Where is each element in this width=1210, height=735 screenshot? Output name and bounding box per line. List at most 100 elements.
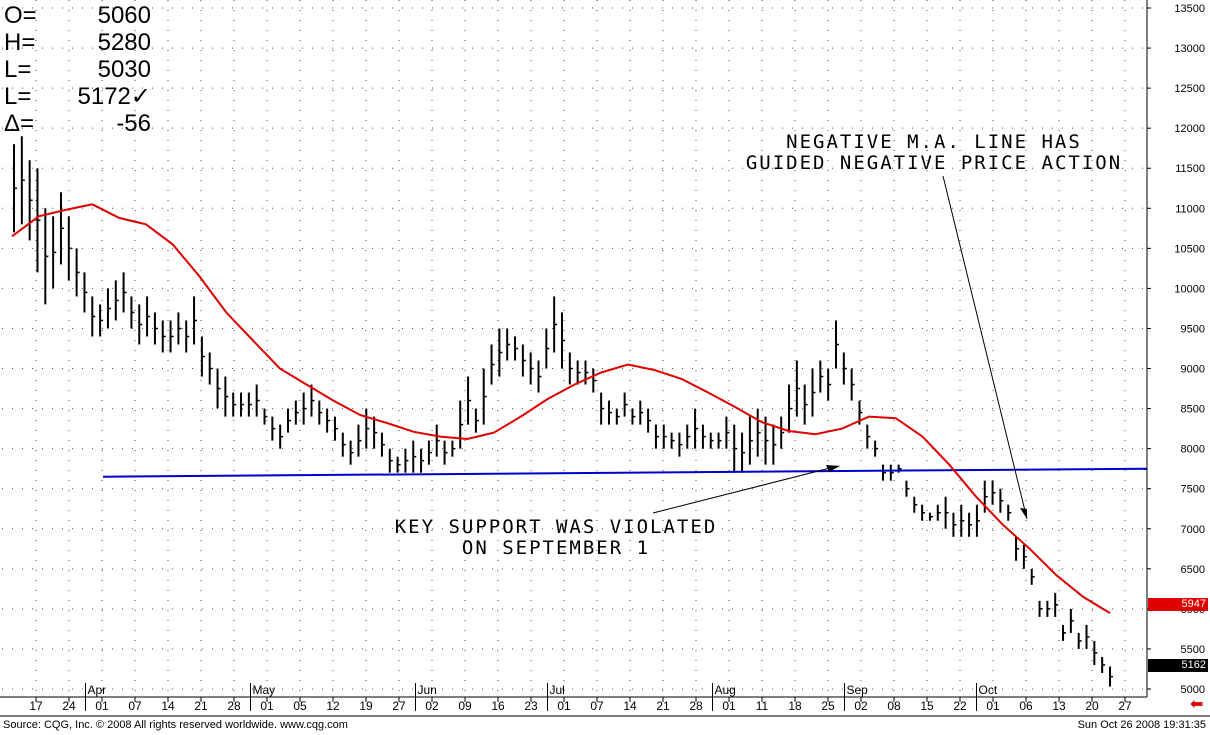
x-tick-label: 01 [557,699,571,713]
x-tick-label: 27 [392,699,406,713]
support-annotation-line-1: KEY SUPPORT WAS VIOLATED [394,516,718,538]
x-tick-label: 16 [491,699,505,713]
price-bar [654,424,659,449]
ma-annotation: NEGATIVE M.A. LINE HAS GUIDED NEGATIVE P… [738,132,1130,174]
x-tick-label: 14 [623,699,637,713]
x-tick-label: 07 [590,699,604,713]
x-tick-label: 22 [953,699,967,713]
price-bar [537,360,542,393]
price-bar [631,408,636,425]
price-bar [310,384,315,417]
price-bar [200,336,205,377]
price-bar [1007,504,1012,521]
price-bar [91,296,96,337]
price-bar [130,296,135,329]
price-bar [725,416,730,449]
y-tick-label: 13500 [1174,3,1205,15]
x-tick-label: 15 [920,699,934,713]
price-bar [36,168,41,273]
price-bar [404,448,409,473]
price-bar [247,392,252,417]
month-label: Aug [715,683,736,697]
price-bar [451,440,456,457]
price-bar [686,424,691,449]
price-bar [1030,568,1035,585]
price-bar [1054,592,1059,617]
source-credit: Source: CQG, Inc. © 2008 All rights rese… [3,719,348,731]
y-tick-label: 5500 [1181,644,1205,656]
support-note-arrow [652,465,839,514]
price-bar [741,432,746,473]
price-bar [709,432,714,449]
price-bar [1085,624,1090,649]
y-tick-label: 7000 [1181,524,1205,536]
x-tick-label: 13 [1052,699,1066,713]
price-bar [701,424,706,449]
y-axis: 5000550060006500700075008000850090009500… [1147,3,1205,696]
ohlc-readout: O= 5060 H= 5280 L= 5030 L= 5172✓ Δ= -56 [4,2,151,137]
price-bar [561,312,565,369]
readout-row-open: O= 5060 [4,2,151,29]
y-tick-label: 5000 [1181,684,1205,696]
grid-lines [2,0,1147,697]
price-bar [216,368,221,409]
x-tick-label: 01 [260,699,274,713]
month-label: May [253,683,276,697]
price-bar [169,320,174,353]
price-bar [208,352,213,385]
price-bar [694,408,699,449]
y-tick-label: 12000 [1174,123,1205,135]
price-bar [224,376,229,417]
price-bar [365,408,370,449]
price-bar [553,296,558,353]
price-bar [1109,666,1113,687]
price-bar [1077,632,1082,649]
price-bar [936,504,941,521]
month-label: Jun [418,683,437,697]
price-bar [717,432,722,449]
price-bar [506,328,511,361]
last-price-tag: 5162 [1148,659,1208,672]
price-bar [607,400,612,425]
price-bar [380,432,385,457]
x-tick-label: 18 [788,699,802,713]
y-tick-label: 11000 [1175,203,1205,215]
x-tick-label: 05 [293,699,307,713]
price-bar [193,296,198,345]
x-tick-label: 24 [62,699,76,713]
readout-row-last: L= 5172✓ [4,83,151,110]
price-bar [114,280,119,321]
price-bar [733,424,738,473]
x-tick-label: 14 [161,699,175,713]
price-bar [850,368,855,401]
month-label: Sep [847,683,869,697]
scroll-back-arrow-icon[interactable]: ⬅ [1190,696,1204,713]
price-bar [905,480,910,497]
x-tick-label: 01 [722,699,736,713]
ma-value-tag: 5947 [1148,598,1208,611]
price-bar [443,440,448,465]
ma-note-arrow [942,175,1028,520]
price-bar [255,384,260,417]
price-bar [803,384,808,425]
x-tick-label: 19 [359,699,373,713]
readout-row-change: Δ= -56 [4,110,151,137]
x-tick-label: 28 [227,699,241,713]
price-bar [1093,640,1098,665]
price-bar [788,384,793,433]
price-bar [764,416,769,465]
y-tick-label: 12500 [1174,83,1205,95]
price-bar [99,304,104,337]
price-bar [811,368,816,417]
price-bar [1046,600,1051,617]
price-bar [881,464,886,481]
support-line [102,467,1148,478]
x-tick-label: 28 [689,699,703,713]
price-bar [467,376,472,425]
x-tick-label: 06 [1019,699,1033,713]
price-bar [318,400,323,425]
price-bar [772,424,777,465]
y-tick-label: 7500 [1181,484,1205,496]
price-bar [568,352,573,385]
ma-annotation-line-2: GUIDED NEGATIVE PRICE ACTION [745,152,1123,174]
